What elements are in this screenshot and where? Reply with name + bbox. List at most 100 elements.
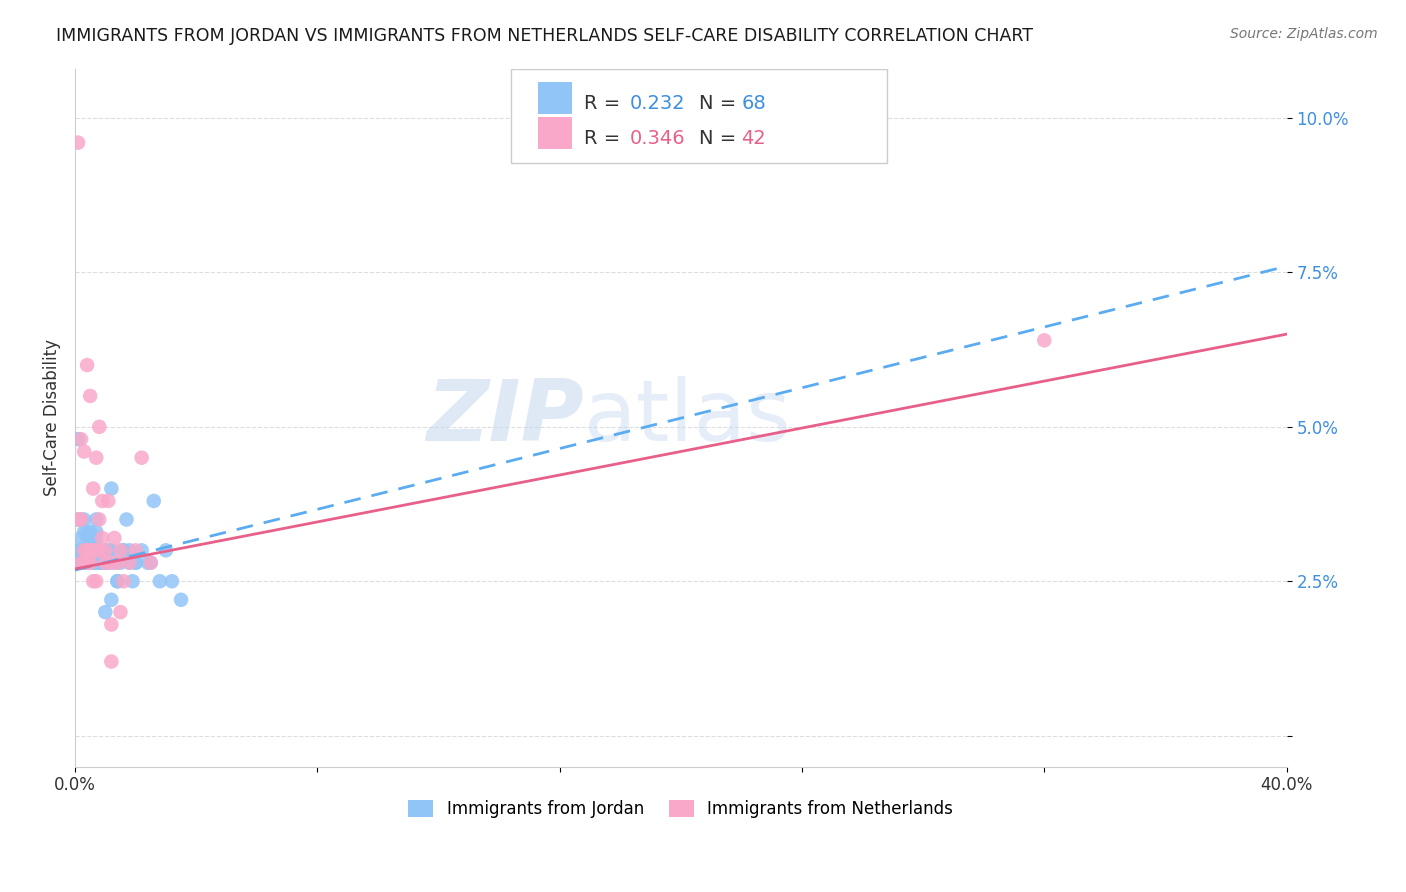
- Point: [118, 556, 141, 570]
- Y-axis label: Self-Care Disability: Self-Care Disability: [44, 339, 60, 496]
- Text: Source: ZipAtlas.com: Source: ZipAtlas.com: [1230, 27, 1378, 41]
- Point: [84, 543, 107, 558]
- Point: [115, 512, 138, 526]
- Text: R =: R =: [583, 94, 627, 113]
- Point: [76, 556, 98, 570]
- Point: [110, 605, 132, 619]
- Point: [118, 543, 141, 558]
- Point: [82, 574, 104, 589]
- Point: [70, 432, 93, 446]
- Point: [73, 556, 96, 570]
- Point: [103, 556, 125, 570]
- Point: [79, 556, 101, 570]
- Point: [121, 574, 143, 589]
- Point: [79, 543, 101, 558]
- Point: [118, 556, 141, 570]
- Point: [139, 556, 162, 570]
- Point: [82, 482, 104, 496]
- Point: [79, 543, 101, 558]
- Point: [82, 531, 104, 545]
- Point: [107, 574, 129, 589]
- Point: [139, 556, 162, 570]
- Text: N =: N =: [699, 94, 742, 113]
- Point: [94, 556, 117, 570]
- Point: [112, 543, 135, 558]
- Point: [84, 524, 107, 539]
- Point: [79, 389, 101, 403]
- Point: [84, 512, 107, 526]
- Point: [76, 524, 98, 539]
- Point: [155, 543, 177, 558]
- Point: [82, 543, 104, 558]
- Point: [73, 524, 96, 539]
- Point: [89, 556, 111, 570]
- Point: [91, 531, 114, 545]
- Point: [79, 524, 101, 539]
- Text: N =: N =: [699, 128, 742, 148]
- Point: [89, 543, 111, 558]
- Point: [70, 531, 93, 545]
- Point: [82, 556, 104, 570]
- Point: [82, 543, 104, 558]
- Point: [97, 494, 120, 508]
- Point: [73, 512, 96, 526]
- FancyBboxPatch shape: [512, 69, 887, 162]
- Point: [100, 482, 122, 496]
- Point: [76, 358, 98, 372]
- Point: [84, 450, 107, 465]
- Point: [131, 543, 153, 558]
- Text: ZIP: ZIP: [426, 376, 583, 459]
- Point: [112, 543, 135, 558]
- Point: [89, 419, 111, 434]
- Point: [67, 556, 90, 570]
- Point: [89, 543, 111, 558]
- Point: [67, 432, 90, 446]
- Point: [97, 556, 120, 570]
- Point: [107, 556, 129, 570]
- Point: [79, 556, 101, 570]
- Point: [79, 531, 101, 545]
- Point: [100, 617, 122, 632]
- Point: [100, 655, 122, 669]
- Point: [91, 556, 114, 570]
- Point: [112, 574, 135, 589]
- Point: [142, 494, 165, 508]
- Point: [94, 605, 117, 619]
- Point: [73, 543, 96, 558]
- Point: [84, 574, 107, 589]
- Point: [84, 531, 107, 545]
- Point: [124, 556, 146, 570]
- Text: 68: 68: [741, 94, 766, 113]
- Point: [94, 543, 117, 558]
- Point: [100, 556, 122, 570]
- Point: [136, 556, 159, 570]
- Legend: Immigrants from Jordan, Immigrants from Netherlands: Immigrants from Jordan, Immigrants from …: [402, 793, 960, 824]
- Point: [73, 543, 96, 558]
- Point: [97, 543, 120, 558]
- Point: [103, 531, 125, 545]
- Text: 0.232: 0.232: [630, 94, 686, 113]
- Point: [131, 450, 153, 465]
- Point: [70, 556, 93, 570]
- Text: 42: 42: [741, 128, 766, 148]
- Text: R =: R =: [583, 128, 627, 148]
- Point: [100, 543, 122, 558]
- Point: [73, 444, 96, 458]
- Point: [70, 556, 93, 570]
- Text: atlas: atlas: [583, 376, 792, 459]
- Point: [67, 136, 90, 150]
- Point: [107, 574, 129, 589]
- Text: IMMIGRANTS FROM JORDAN VS IMMIGRANTS FROM NETHERLANDS SELF-CARE DISABILITY CORRE: IMMIGRANTS FROM JORDAN VS IMMIGRANTS FRO…: [56, 27, 1033, 45]
- Point: [70, 543, 93, 558]
- Point: [124, 543, 146, 558]
- Point: [100, 592, 122, 607]
- Point: [76, 531, 98, 545]
- Point: [110, 543, 132, 558]
- Point: [89, 556, 111, 570]
- Point: [84, 556, 107, 570]
- Point: [170, 592, 193, 607]
- FancyBboxPatch shape: [538, 82, 572, 114]
- Point: [76, 556, 98, 570]
- Point: [70, 543, 93, 558]
- Point: [91, 556, 114, 570]
